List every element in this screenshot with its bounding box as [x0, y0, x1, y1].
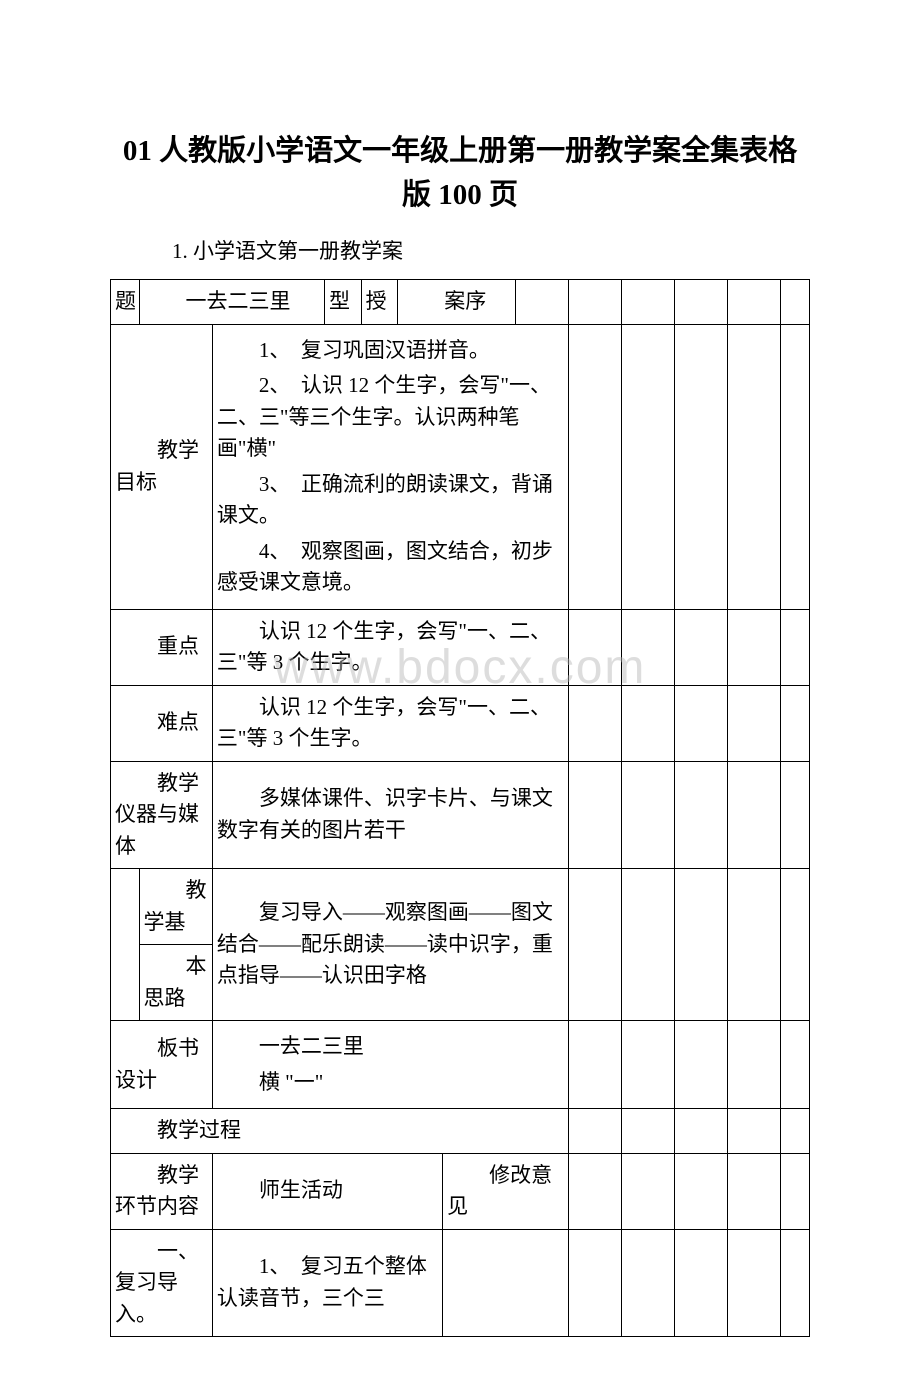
empty-cell [781, 609, 810, 685]
cell-keypoint: 认识 12 个生字，会写"一、二、三"等 3 个生字。 [212, 609, 569, 685]
table-row: 题 一去二三里 型 授 案序 [111, 280, 810, 325]
empty-cell [675, 1021, 728, 1109]
goal-item: 1、 复习巩固汉语拼音。 [217, 335, 565, 367]
cell-media: 多媒体课件、识字卡片、与课文数字有关的图片若干 [212, 761, 569, 869]
empty-cell [111, 869, 140, 1021]
empty-cell [569, 1153, 622, 1229]
table-row: 一、复习导入。 1、 复习五个整体认读音节，三个三 [111, 1229, 810, 1337]
empty-cell [622, 1021, 675, 1109]
empty-cell [728, 761, 781, 869]
empty-cell [781, 280, 810, 325]
cell-difficulty-label: 难点 [111, 685, 213, 761]
empty-cell [569, 280, 622, 325]
empty-cell [622, 609, 675, 685]
empty-cell [728, 609, 781, 685]
goal-item: 2、 认识 12 个生字，会写"一、二、三"等三个生字。认识两种笔画"横" [217, 370, 565, 465]
empty-cell [781, 761, 810, 869]
empty-cell [728, 869, 781, 1021]
cell-order-label: 案序 [398, 280, 516, 325]
empty-cell [675, 280, 728, 325]
goal-item: 3、 正确流利的朗读课文，背诵课文。 [217, 469, 565, 532]
cell-step1-label: 一、复习导入。 [111, 1229, 213, 1337]
goal-item: 4、 观察图画，图文结合，初步感受课文意境。 [217, 536, 565, 599]
empty-cell [728, 1229, 781, 1337]
cell-goals: 1、 复习巩固汉语拼音。 2、 认识 12 个生字，会写"一、二、三"等三个生字… [212, 324, 569, 609]
empty-cell [622, 869, 675, 1021]
empty-cell [622, 324, 675, 609]
cell-difficulty: 认识 12 个生字，会写"一、二、三"等 3 个生字。 [212, 685, 569, 761]
empty-cell [728, 685, 781, 761]
cell-keypoint-label: 重点 [111, 609, 213, 685]
board-line: 一去二三里 [217, 1031, 565, 1063]
empty-cell [622, 1229, 675, 1337]
empty-cell [728, 324, 781, 609]
empty-cell [728, 1109, 781, 1154]
table-row: 教学基 复习导入——观察图画——图文结合——配乐朗读——读中识字，重点指导——认… [111, 869, 810, 945]
board-line: 横 "一" [217, 1067, 565, 1099]
cell-thinking-l1: 教学基 [139, 869, 212, 945]
cell-thinking-l2: 本思路 [139, 945, 212, 1021]
cell-goals-label: 教学目标 [111, 324, 213, 609]
empty-cell [781, 1109, 810, 1154]
cell-topic-label: 题 [111, 280, 140, 325]
empty-cell [675, 761, 728, 869]
empty-cell [622, 280, 675, 325]
page-title: 01 人教版小学语文一年级上册第一册教学案全集表格版 100 页 [110, 130, 810, 217]
empty-cell [443, 1229, 569, 1337]
empty-cell [675, 1109, 728, 1154]
empty-cell [781, 869, 810, 1021]
empty-cell [622, 1109, 675, 1154]
cell-teach-label: 授 [361, 280, 398, 325]
empty-cell [675, 685, 728, 761]
lesson-plan-table: 题 一去二三里 型 授 案序 教学目标 1、 复习巩固汉语拼音。 2、 认识 1… [110, 279, 810, 1337]
empty-cell [569, 1021, 622, 1109]
cell-type-label: 型 [324, 280, 361, 325]
cell-stage-label: 教学环节内容 [111, 1153, 213, 1229]
empty-cell [781, 1153, 810, 1229]
cell-process: 教学过程 [111, 1109, 569, 1154]
empty-cell [569, 685, 622, 761]
empty-cell [569, 609, 622, 685]
empty-cell [675, 609, 728, 685]
empty-cell [675, 1153, 728, 1229]
table-row: 教学过程 [111, 1109, 810, 1154]
cell-topic: 一去二三里 [139, 280, 324, 325]
empty-cell [569, 1109, 622, 1154]
empty-cell [569, 324, 622, 609]
cell-board-label: 板书设计 [111, 1021, 213, 1109]
empty-cell [728, 1021, 781, 1109]
empty-cell [569, 869, 622, 1021]
cell-revise-label: 修改意见 [443, 1153, 569, 1229]
table-row: 教学环节内容 师生活动 修改意见 [111, 1153, 810, 1229]
cell-step1-text: 1、 复习五个整体认读音节，三个三 [212, 1229, 442, 1337]
cell-activity-label: 师生活动 [212, 1153, 442, 1229]
empty-cell [622, 1153, 675, 1229]
cell-thinking: 复习导入——观察图画——图文结合——配乐朗读——读中识字，重点指导——认识田字格 [212, 869, 569, 1021]
empty-cell [781, 1229, 810, 1337]
cell-media-label: 教学仪器与媒体 [111, 761, 213, 869]
empty-cell [675, 869, 728, 1021]
table-row: 教学目标 1、 复习巩固汉语拼音。 2、 认识 12 个生字，会写"一、二、三"… [111, 324, 810, 609]
empty-cell [781, 685, 810, 761]
table-row: 板书设计 一去二三里 横 "一" [111, 1021, 810, 1109]
empty-cell [781, 324, 810, 609]
empty-cell [569, 1229, 622, 1337]
table-row: 难点 认识 12 个生字，会写"一、二、三"等 3 个生字。 [111, 685, 810, 761]
table-row: 教学仪器与媒体 多媒体课件、识字卡片、与课文数字有关的图片若干 [111, 761, 810, 869]
empty-cell [781, 1021, 810, 1109]
cell-board: 一去二三里 横 "一" [212, 1021, 569, 1109]
empty-cell [569, 761, 622, 869]
empty-cell [728, 280, 781, 325]
subtitle: 1. 小学语文第一册教学案 [130, 235, 810, 265]
empty-cell [675, 324, 728, 609]
empty-cell [622, 685, 675, 761]
empty-cell [516, 280, 569, 325]
empty-cell [622, 761, 675, 869]
table-row: 重点 认识 12 个生字，会写"一、二、三"等 3 个生字。 [111, 609, 810, 685]
empty-cell [675, 1229, 728, 1337]
empty-cell [728, 1153, 781, 1229]
